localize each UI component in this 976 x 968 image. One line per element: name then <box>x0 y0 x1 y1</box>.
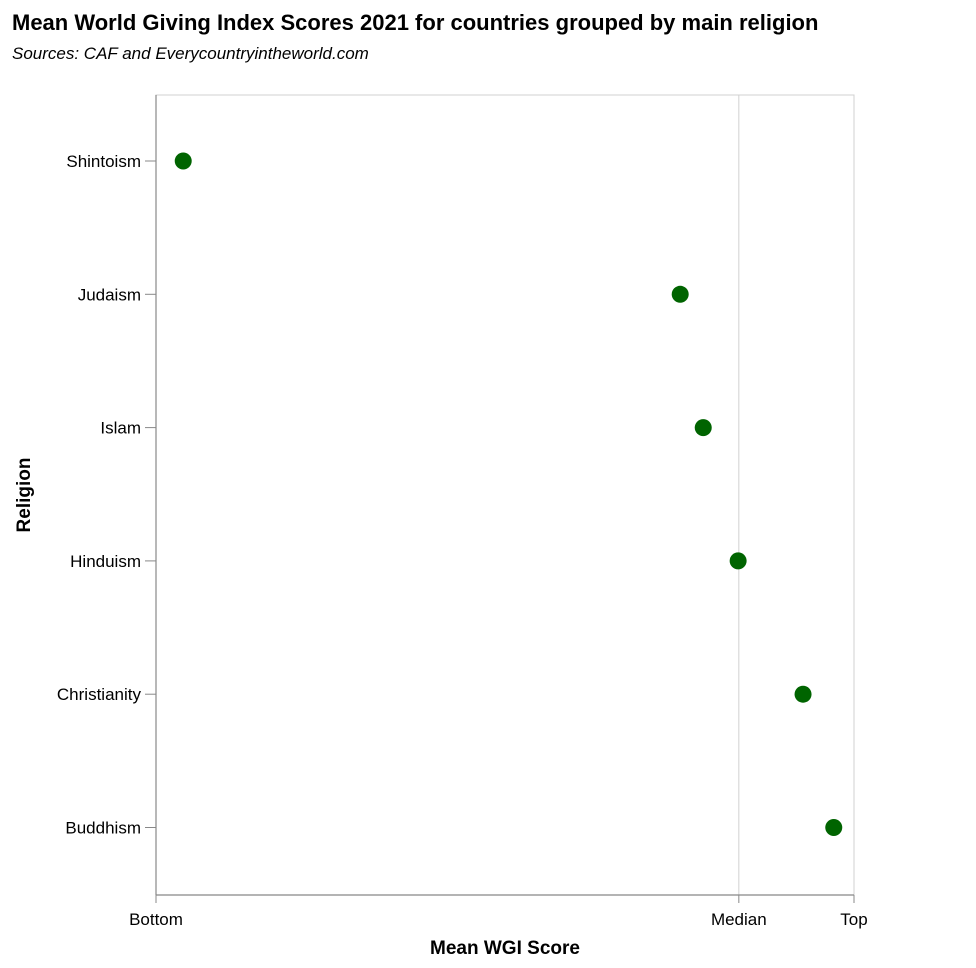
y-axis: Shintoism Judaism Islam Hinduism Christianit… <box>57 152 156 838</box>
x-axis: Bottom Median Top <box>129 895 868 929</box>
x-tick-label: Bottom <box>129 910 183 929</box>
x-axis-title: Mean WGI Score <box>430 938 580 959</box>
data-point-shintoism[interactable] <box>174 152 192 170</box>
y-tick-label: Buddhism <box>65 819 141 838</box>
y-axis-title: Religion <box>14 458 35 533</box>
data-point-hinduism[interactable] <box>729 552 747 570</box>
y-tick-label: Shintoism <box>66 152 141 171</box>
y-tick-label: Hinduism <box>70 552 141 571</box>
data-point-buddhism[interactable] <box>825 819 843 836</box>
y-tick-label: Christianity <box>57 685 142 704</box>
data-points <box>174 152 843 836</box>
data-point-judaism[interactable] <box>671 285 689 303</box>
data-point-christianity[interactable] <box>794 685 812 703</box>
y-tick-label: Islam <box>100 419 141 438</box>
data-point-islam[interactable] <box>694 419 712 437</box>
plot-area: Shintoism Judaism Islam Hinduism Christianit… <box>57 94 868 929</box>
x-tick-label: Top <box>840 910 867 929</box>
chart-subtitle: Sources: CAF and Everycountryintheworld.… <box>12 44 369 63</box>
plot-frame <box>155 94 855 896</box>
y-tick-label: Judaism <box>78 285 141 304</box>
chart-title: Mean World Giving Index Scores 2021 for … <box>12 10 818 35</box>
x-tick-label: Median <box>711 910 767 929</box>
